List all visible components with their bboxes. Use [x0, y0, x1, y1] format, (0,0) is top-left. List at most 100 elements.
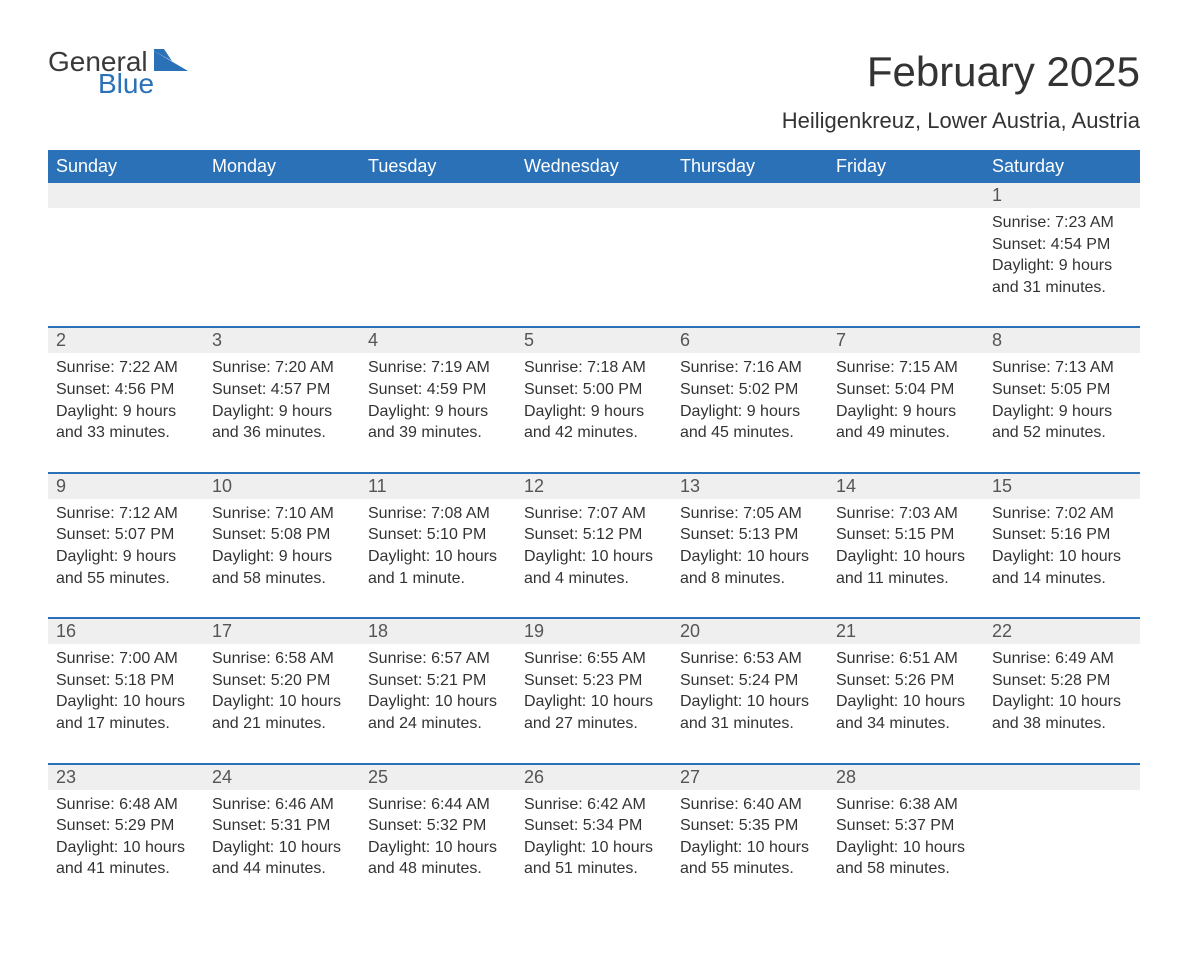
sunset-line: Sunset: 5:13 PM	[680, 524, 820, 546]
sunrise-line: Sunrise: 6:42 AM	[524, 794, 664, 816]
dow-header: Sunday	[48, 150, 204, 183]
sunrise-line: Sunrise: 6:40 AM	[680, 794, 820, 816]
day-info-cell: Sunrise: 7:03 AMSunset: 5:15 PMDaylight:…	[828, 499, 984, 618]
daynum-row: 9101112131415	[48, 473, 1140, 499]
day-info-cell: Sunrise: 7:07 AMSunset: 5:12 PMDaylight:…	[516, 499, 672, 618]
day-number-cell: 19	[516, 618, 672, 644]
sunrise-line: Sunrise: 7:18 AM	[524, 357, 664, 379]
day-number-cell: 2	[48, 327, 204, 353]
daylight-line: Daylight: 9 hours and 42 minutes.	[524, 401, 664, 444]
calendar-body: 1Sunrise: 7:23 AMSunset: 4:54 PMDaylight…	[48, 183, 1140, 908]
daylight-line: Daylight: 10 hours and 8 minutes.	[680, 546, 820, 589]
dow-header: Saturday	[984, 150, 1140, 183]
sunrise-line: Sunrise: 6:44 AM	[368, 794, 508, 816]
dow-header: Thursday	[672, 150, 828, 183]
day-info-cell: Sunrise: 6:48 AMSunset: 5:29 PMDaylight:…	[48, 790, 204, 908]
day-of-week-row: Sunday Monday Tuesday Wednesday Thursday…	[48, 150, 1140, 183]
day-number-cell: 6	[672, 327, 828, 353]
sunset-line: Sunset: 5:20 PM	[212, 670, 352, 692]
daylight-line: Daylight: 10 hours and 41 minutes.	[56, 837, 196, 880]
day-info-cell: Sunrise: 7:22 AMSunset: 4:56 PMDaylight:…	[48, 353, 204, 472]
day-number-cell: 4	[360, 327, 516, 353]
day-info-cell: Sunrise: 7:02 AMSunset: 5:16 PMDaylight:…	[984, 499, 1140, 618]
daylight-line: Daylight: 10 hours and 14 minutes.	[992, 546, 1132, 589]
day-number-cell: 8	[984, 327, 1140, 353]
day-info-cell: Sunrise: 6:42 AMSunset: 5:34 PMDaylight:…	[516, 790, 672, 908]
daylight-line: Daylight: 10 hours and 27 minutes.	[524, 691, 664, 734]
daylight-line: Daylight: 9 hours and 45 minutes.	[680, 401, 820, 444]
sunrise-line: Sunrise: 6:48 AM	[56, 794, 196, 816]
sunrise-line: Sunrise: 7:05 AM	[680, 503, 820, 525]
day-number-cell	[48, 183, 204, 208]
sunset-line: Sunset: 5:29 PM	[56, 815, 196, 837]
daylight-line: Daylight: 10 hours and 48 minutes.	[368, 837, 508, 880]
day-number-cell: 1	[984, 183, 1140, 208]
sunset-line: Sunset: 5:16 PM	[992, 524, 1132, 546]
sunrise-line: Sunrise: 7:23 AM	[992, 212, 1132, 234]
day-info-cell	[984, 790, 1140, 908]
sunrise-line: Sunrise: 7:00 AM	[56, 648, 196, 670]
sunset-line: Sunset: 4:57 PM	[212, 379, 352, 401]
sunset-line: Sunset: 5:31 PM	[212, 815, 352, 837]
day-number-cell: 9	[48, 473, 204, 499]
daylight-line: Daylight: 9 hours and 55 minutes.	[56, 546, 196, 589]
day-number-cell: 21	[828, 618, 984, 644]
title-block: February 2025 Heiligenkreuz, Lower Austr…	[782, 48, 1140, 142]
day-number-cell: 16	[48, 618, 204, 644]
sunset-line: Sunset: 5:23 PM	[524, 670, 664, 692]
day-info-cell: Sunrise: 6:55 AMSunset: 5:23 PMDaylight:…	[516, 644, 672, 763]
sunset-line: Sunset: 5:37 PM	[836, 815, 976, 837]
sunset-line: Sunset: 5:00 PM	[524, 379, 664, 401]
sunrise-line: Sunrise: 7:22 AM	[56, 357, 196, 379]
sunrise-line: Sunrise: 6:38 AM	[836, 794, 976, 816]
daynum-row: 2345678	[48, 327, 1140, 353]
calendar-table: Sunday Monday Tuesday Wednesday Thursday…	[48, 150, 1140, 908]
sunrise-line: Sunrise: 6:57 AM	[368, 648, 508, 670]
sunrise-line: Sunrise: 6:46 AM	[212, 794, 352, 816]
day-info-cell: Sunrise: 6:53 AMSunset: 5:24 PMDaylight:…	[672, 644, 828, 763]
day-info-cell: Sunrise: 7:05 AMSunset: 5:13 PMDaylight:…	[672, 499, 828, 618]
day-info-cell: Sunrise: 7:00 AMSunset: 5:18 PMDaylight:…	[48, 644, 204, 763]
daylight-line: Daylight: 10 hours and 11 minutes.	[836, 546, 976, 589]
day-number-cell	[204, 183, 360, 208]
sunrise-line: Sunrise: 7:19 AM	[368, 357, 508, 379]
month-title: February 2025	[782, 48, 1140, 96]
day-number-cell: 24	[204, 764, 360, 790]
sunset-line: Sunset: 4:59 PM	[368, 379, 508, 401]
daylight-line: Daylight: 9 hours and 39 minutes.	[368, 401, 508, 444]
dayinfo-row: Sunrise: 7:00 AMSunset: 5:18 PMDaylight:…	[48, 644, 1140, 763]
daylight-line: Daylight: 10 hours and 21 minutes.	[212, 691, 352, 734]
sunset-line: Sunset: 5:08 PM	[212, 524, 352, 546]
day-info-cell: Sunrise: 7:19 AMSunset: 4:59 PMDaylight:…	[360, 353, 516, 472]
sunrise-line: Sunrise: 7:12 AM	[56, 503, 196, 525]
dow-header: Friday	[828, 150, 984, 183]
sunrise-line: Sunrise: 6:49 AM	[992, 648, 1132, 670]
sunrise-line: Sunrise: 7:20 AM	[212, 357, 352, 379]
day-info-cell	[360, 208, 516, 327]
daynum-row: 16171819202122	[48, 618, 1140, 644]
sunset-line: Sunset: 5:34 PM	[524, 815, 664, 837]
location: Heiligenkreuz, Lower Austria, Austria	[782, 108, 1140, 134]
day-number-cell: 11	[360, 473, 516, 499]
daynum-row: 1	[48, 183, 1140, 208]
daylight-line: Daylight: 10 hours and 24 minutes.	[368, 691, 508, 734]
day-number-cell	[984, 764, 1140, 790]
daylight-line: Daylight: 10 hours and 44 minutes.	[212, 837, 352, 880]
day-number-cell: 28	[828, 764, 984, 790]
sunset-line: Sunset: 5:07 PM	[56, 524, 196, 546]
daylight-line: Daylight: 9 hours and 36 minutes.	[212, 401, 352, 444]
daylight-line: Daylight: 10 hours and 58 minutes.	[836, 837, 976, 880]
day-info-cell: Sunrise: 7:10 AMSunset: 5:08 PMDaylight:…	[204, 499, 360, 618]
day-info-cell: Sunrise: 6:57 AMSunset: 5:21 PMDaylight:…	[360, 644, 516, 763]
daylight-line: Daylight: 9 hours and 31 minutes.	[992, 255, 1132, 298]
day-info-cell: Sunrise: 7:08 AMSunset: 5:10 PMDaylight:…	[360, 499, 516, 618]
daylight-line: Daylight: 9 hours and 58 minutes.	[212, 546, 352, 589]
dow-header: Wednesday	[516, 150, 672, 183]
day-info-cell	[828, 208, 984, 327]
sunrise-line: Sunrise: 7:16 AM	[680, 357, 820, 379]
day-info-cell: Sunrise: 7:20 AMSunset: 4:57 PMDaylight:…	[204, 353, 360, 472]
sunset-line: Sunset: 5:26 PM	[836, 670, 976, 692]
sunrise-line: Sunrise: 7:03 AM	[836, 503, 976, 525]
sunrise-line: Sunrise: 6:53 AM	[680, 648, 820, 670]
sunrise-line: Sunrise: 6:55 AM	[524, 648, 664, 670]
